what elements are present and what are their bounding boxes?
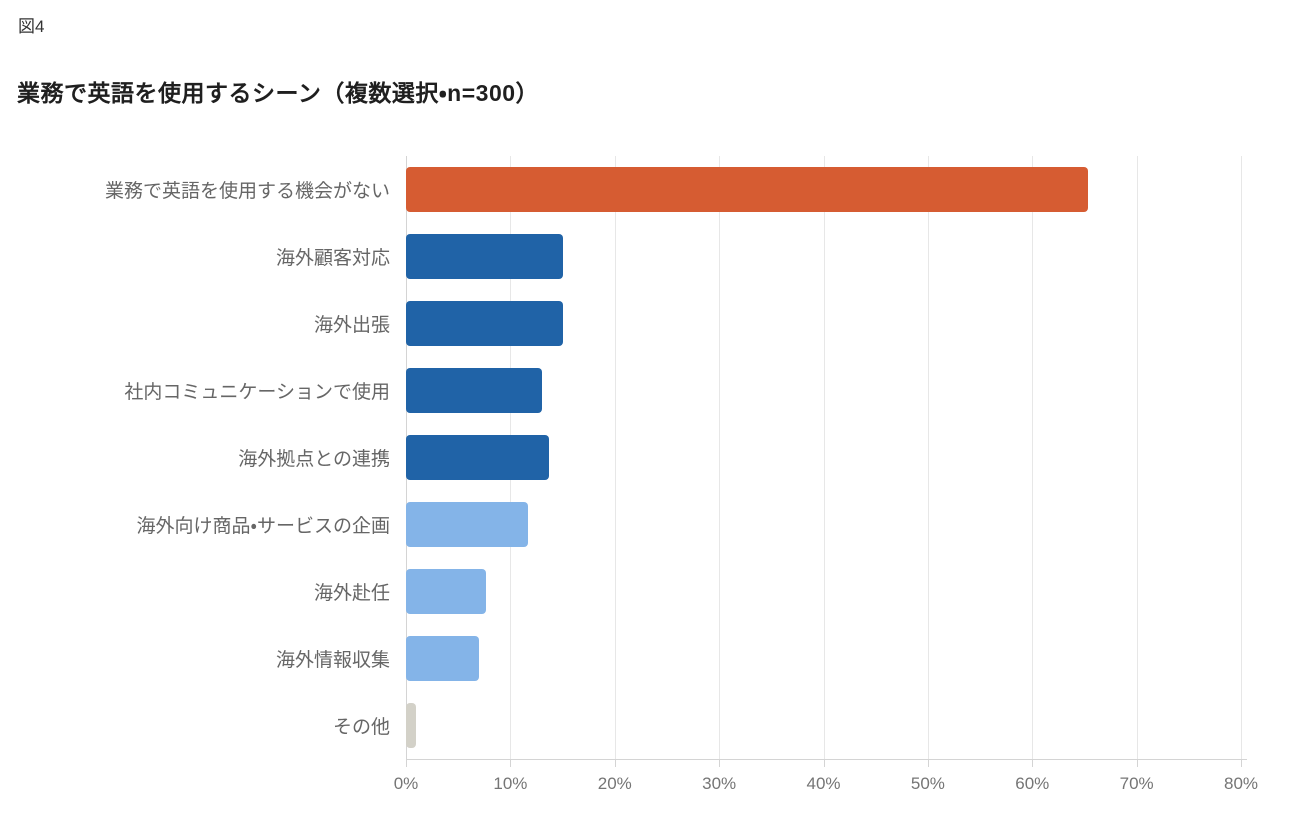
bar-track (406, 368, 1241, 413)
x-axis-tick-label: 70% (1119, 774, 1154, 793)
category-label: 業務で英語を使用する機会がない (104, 181, 390, 202)
category-label: 社内コミュニケーションで使用 (124, 382, 390, 403)
figure-number: 図4 (18, 17, 45, 36)
chart-row: 海外向け商品・サービスの企画 (0, 491, 1296, 558)
chart-row: 社内コミュニケーションで使用 (0, 357, 1296, 424)
x-axis-tick-label: 30% (702, 774, 737, 793)
bar-track (406, 703, 1241, 748)
gridline (614, 156, 616, 759)
x-axis-tick-label: 50% (910, 774, 945, 793)
x-axis-tick (927, 760, 929, 767)
bar (406, 301, 563, 346)
gridline (1136, 156, 1138, 759)
x-axis-tick (719, 760, 721, 767)
bar-track (406, 301, 1241, 346)
bar (406, 435, 549, 480)
x-axis-line (406, 759, 1247, 760)
x-axis-tick-label: 40% (806, 774, 841, 793)
chart-row: その他 (0, 692, 1296, 759)
x-axis-tick (406, 760, 407, 767)
gridline (1032, 156, 1034, 759)
x-axis-tick (823, 760, 825, 767)
chart-row: 業務で英語を使用する機会がない (0, 156, 1296, 223)
bar (406, 703, 417, 748)
bar-track (406, 167, 1241, 212)
category-label: 海外顧客対応 (275, 248, 390, 269)
category-label: その他 (332, 717, 390, 738)
bar (406, 569, 487, 614)
x-axis-tick-label: 20% (597, 774, 632, 793)
gridline (719, 156, 721, 759)
bar (406, 234, 563, 279)
category-label: 海外情報収集 (275, 650, 390, 671)
x-axis-tick-label: 10% (493, 774, 528, 793)
gridline (927, 156, 929, 759)
chart-row: 海外出張 (0, 290, 1296, 357)
category-label: 海外向け商品・サービスの企画 (136, 516, 390, 537)
bar-track (406, 636, 1241, 681)
x-axis-tick (1241, 760, 1242, 767)
chart-row: 海外拠点との連携 (0, 424, 1296, 491)
bar-chart: 業務で英語を使用する機会がない海外顧客対応海外出張社内コミュニケーションで使用海… (0, 156, 1296, 816)
bar (406, 502, 529, 547)
x-axis-tick (510, 760, 512, 767)
chart-title: 業務で英語を使用するシーン（複数選択・n=300） (17, 80, 540, 106)
x-axis-tick-label: 0% (393, 774, 419, 793)
chart-rows: 業務で英語を使用する機会がない海外顧客対応海外出張社内コミュニケーションで使用海… (0, 156, 1296, 759)
chart-row: 海外情報収集 (0, 625, 1296, 692)
x-axis-tick (614, 760, 616, 767)
bar-track (406, 502, 1241, 547)
x-axis-tick (1032, 760, 1034, 767)
gridline (1241, 156, 1242, 759)
bar-track (406, 234, 1241, 279)
bar (406, 368, 542, 413)
x-axis-tick-label: 80% (1223, 774, 1259, 793)
bar (406, 167, 1088, 212)
category-label: 海外出張 (313, 315, 390, 336)
bar (406, 636, 480, 681)
chart-row: 海外顧客対応 (0, 223, 1296, 290)
chart-row: 海外赴任 (0, 558, 1296, 625)
bar-track (406, 569, 1241, 614)
category-label: 海外拠点との連携 (238, 449, 390, 470)
x-axis-tick-label: 60% (1015, 774, 1050, 793)
x-axis-tick (1136, 760, 1138, 767)
category-label: 海外赴任 (313, 583, 390, 604)
gridline (823, 156, 825, 759)
bar-track (406, 435, 1241, 480)
